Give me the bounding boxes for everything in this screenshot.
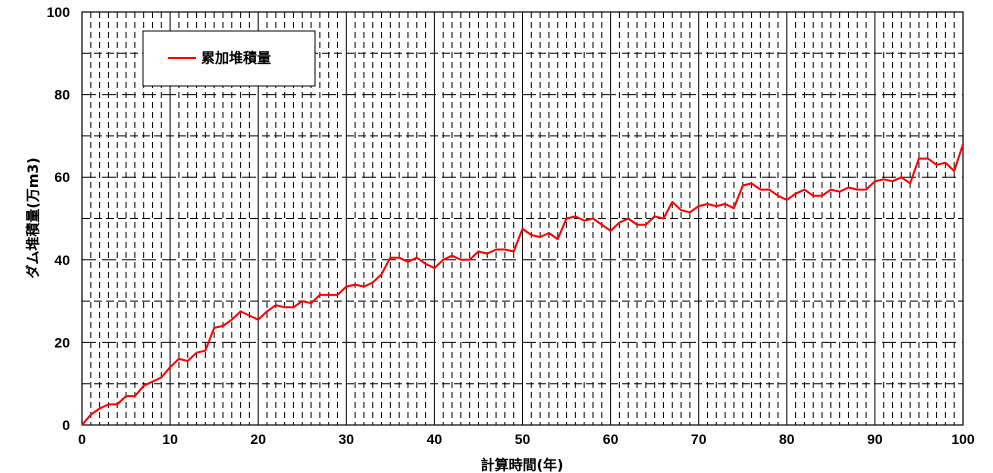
y-tick-label: 80 xyxy=(54,87,70,103)
y-tick-label: 0 xyxy=(62,417,70,433)
x-tick-label: 100 xyxy=(951,431,975,447)
x-tick-label: 80 xyxy=(779,431,795,447)
x-tick-label: 30 xyxy=(339,431,355,447)
x-tick-label: 0 xyxy=(78,431,86,447)
legend: 累加堆積量 xyxy=(142,30,316,87)
y-tick-label: 60 xyxy=(54,169,70,185)
series-layer xyxy=(81,143,964,426)
x-tick-label: 20 xyxy=(250,431,266,447)
y-tick-label: 100 xyxy=(47,4,71,20)
x-axis-title: 計算時間(年) xyxy=(481,457,564,473)
grid xyxy=(81,11,964,426)
x-tick-label: 60 xyxy=(603,431,619,447)
series-line-0 xyxy=(81,143,964,426)
x-tick-label: 70 xyxy=(691,431,707,447)
x-tick-label: 50 xyxy=(515,431,531,447)
x-tick-label: 90 xyxy=(867,431,883,447)
y-axis-title: ダム堆積量(万m3) xyxy=(25,157,42,278)
y-tick-label: 40 xyxy=(54,252,70,268)
y-axis-ticks: 0 20 40 60 80 100 xyxy=(47,4,71,433)
x-tick-label: 10 xyxy=(162,431,178,447)
x-tick-label: 40 xyxy=(427,431,443,447)
y-tick-label: 20 xyxy=(54,334,70,350)
plot-border xyxy=(81,11,964,426)
legend-label: 累加堆積量 xyxy=(201,50,271,67)
x-axis-ticks: 0 10 20 30 40 50 60 70 80 90 100 xyxy=(78,431,975,447)
